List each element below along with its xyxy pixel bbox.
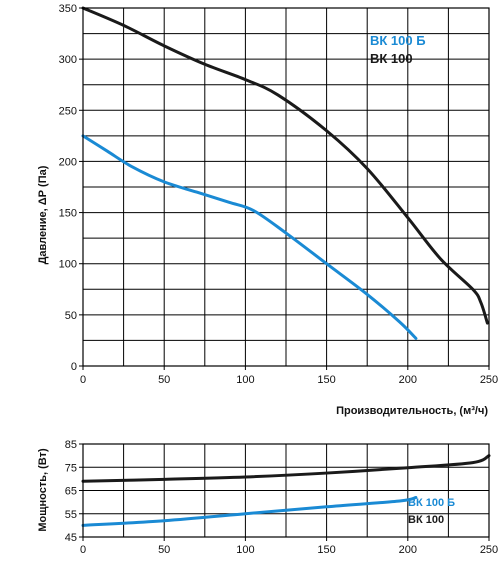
power-legend-vk100b: ВК 100 Б xyxy=(408,497,455,509)
pressure-x-tick-label: 200 xyxy=(399,374,417,386)
pressure-x-tick-label: 0 xyxy=(80,374,86,386)
pressure-plot-frame xyxy=(82,7,490,367)
pressure-y-tick-label: 300 xyxy=(59,54,77,66)
power-series-line-1 xyxy=(81,454,491,483)
pressure-series-line-1 xyxy=(81,6,489,325)
power-x-tick-label: 150 xyxy=(317,544,335,556)
pressure-x-axis-label: Производительность, (м³/ч) xyxy=(336,405,488,417)
power-x-tick-label: 200 xyxy=(399,544,417,556)
pressure-x-tick-label: 100 xyxy=(236,374,254,386)
power-series-line-0 xyxy=(81,495,418,527)
power-y-tick-label: 55 xyxy=(65,509,77,521)
power-y-tick-label: 65 xyxy=(65,486,77,498)
pressure-legend-vk100: ВК 100 xyxy=(370,51,413,66)
pressure-ticks: 0 50 100 150 200 250 0 50 100 150 200 250 300 350 xyxy=(59,3,499,386)
pressure-chart: 0 50 100 150 200 250 0 50 100 150 200 250 300 350 Дав… xyxy=(37,3,498,417)
pressure-grid xyxy=(83,8,490,366)
pressure-y-tick-label: 0 xyxy=(71,361,77,373)
pressure-x-tick-label: 250 xyxy=(480,374,498,386)
power-ticks: 0 50 100 150 200 250 45 55 65 75 85 xyxy=(65,439,498,556)
pressure-x-tick-label: 150 xyxy=(317,374,335,386)
power-y-tick-label: 85 xyxy=(65,439,77,451)
pressure-x-tick-label: 50 xyxy=(158,374,170,386)
power-chart: 0 50 100 150 200 250 45 55 65 75 85 Мощность, (Вт)… xyxy=(37,439,498,556)
pressure-y-tick-label: 50 xyxy=(65,310,77,322)
power-legend-vk100: ВК 100 xyxy=(408,514,444,526)
power-x-tick-label: 0 xyxy=(80,544,86,556)
pressure-series-line-0 xyxy=(81,134,418,340)
pressure-y-axis-label: Давление, ΔР (Па) xyxy=(37,165,49,264)
power-x-tick-label: 250 xyxy=(480,544,498,556)
power-y-axis-label: Мощность, (Вт) xyxy=(37,448,49,532)
pressure-y-tick-label: 250 xyxy=(59,105,77,117)
pressure-y-tick-label: 150 xyxy=(59,208,77,220)
power-series xyxy=(81,454,491,527)
power-x-tick-label: 50 xyxy=(158,544,170,556)
pressure-y-tick-label: 100 xyxy=(59,259,77,271)
pressure-y-tick-label: 200 xyxy=(59,156,77,168)
power-y-tick-label: 75 xyxy=(65,462,77,474)
power-x-tick-label: 100 xyxy=(236,544,254,556)
pressure-legend-vk100b: ВК 100 Б xyxy=(370,33,426,48)
pressure-series xyxy=(81,6,489,340)
pressure-y-tick-label: 350 xyxy=(59,3,77,15)
power-y-tick-label: 45 xyxy=(65,532,77,544)
